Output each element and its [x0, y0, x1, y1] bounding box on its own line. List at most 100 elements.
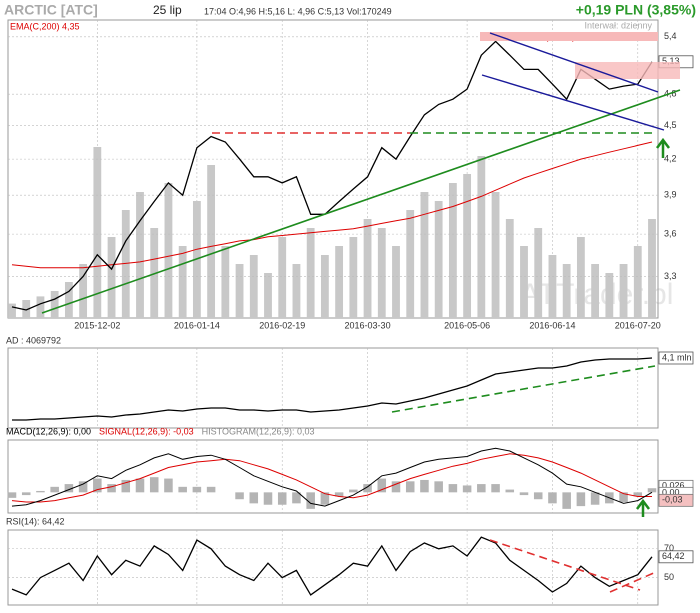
volume-bar — [534, 228, 543, 318]
histogram-bar — [633, 492, 643, 497]
histogram-bar — [448, 484, 458, 493]
volume-bar — [292, 264, 301, 318]
histogram-bar — [647, 488, 657, 493]
histogram-bar — [64, 484, 74, 493]
panel-frame — [7, 529, 659, 606]
histogram-bar — [7, 492, 17, 498]
y-tick-label: 4,2 — [664, 153, 677, 163]
volume-bar — [520, 246, 528, 318]
x-tick-label: 2016-02-19 — [259, 320, 305, 330]
volume-bar — [235, 264, 244, 318]
histogram-bar — [590, 492, 600, 505]
histogram-bar — [377, 478, 387, 493]
panel-title: AD : 4069792 — [6, 335, 61, 345]
value-label: 5,13 — [662, 56, 680, 66]
histogram-bar — [576, 492, 586, 507]
panel-frame — [7, 439, 659, 514]
histogram-bar — [462, 485, 472, 493]
volume-bar — [633, 246, 642, 318]
histogram-bar — [192, 486, 202, 493]
volume-bar — [164, 183, 173, 318]
volume-bar — [306, 228, 315, 318]
histogram-bar — [178, 486, 187, 493]
histogram-bar — [349, 489, 358, 493]
histogram-bar — [562, 492, 571, 509]
volume-bar — [576, 237, 585, 318]
histogram-bar — [533, 492, 543, 500]
histogram-bar — [434, 481, 443, 493]
x-tick-label: 2016-01-14 — [174, 320, 220, 330]
histogram-bar — [277, 492, 287, 505]
volume-bar — [477, 156, 486, 318]
x-tick-label: 2016-03-30 — [345, 320, 391, 330]
histogram-bar — [405, 481, 415, 493]
histogram-bar — [249, 492, 259, 504]
channel-line — [489, 32, 659, 93]
histogram-bar — [135, 478, 145, 493]
quote: 17:04 O:4,96 H:5,16 L: 4,96 C:5,13 Vol:1… — [204, 6, 392, 16]
volume-bar — [434, 201, 443, 318]
arrow — [636, 498, 650, 517]
volume-bar — [264, 273, 272, 318]
volume-bar — [278, 237, 287, 318]
macd-line — [11, 447, 653, 507]
y-tick-label: 50 — [664, 572, 674, 582]
histogram-bar — [121, 479, 131, 493]
value-box — [658, 493, 694, 507]
volume-bar — [335, 246, 344, 318]
legend-label: HISTOGRAM(12,26,9): 0,03 — [202, 426, 315, 436]
volume-bar — [619, 264, 628, 318]
histogram-bar — [519, 492, 529, 496]
volume-bar — [8, 303, 16, 318]
histogram-bar — [164, 478, 173, 493]
histogram-bar — [107, 484, 116, 493]
volume-bar — [136, 192, 144, 318]
volume-bar — [349, 237, 358, 318]
value-label: -0,03 — [662, 495, 683, 505]
histogram-bar — [363, 484, 372, 493]
histogram-bar — [505, 489, 515, 493]
date: 25 lip — [153, 3, 182, 17]
volume-bar — [562, 264, 571, 318]
volume-bar — [505, 219, 514, 318]
volume-bar — [591, 264, 600, 318]
volume-bar — [420, 192, 429, 318]
volume-bar — [605, 273, 614, 318]
panel-frame — [7, 19, 659, 319]
resistance-zone — [480, 32, 658, 41]
ema-label: EMA(C,200) 4,35 — [10, 21, 80, 31]
volume-bar — [377, 228, 386, 318]
volume-bar — [406, 210, 415, 318]
x-tick-label: 2015-12-02 — [74, 320, 120, 330]
volume-bar — [22, 300, 31, 318]
histogram-bar — [149, 477, 159, 493]
value-box — [658, 351, 694, 365]
panel-title: RSI(14): 64,42 — [6, 516, 65, 526]
histogram-bar — [548, 492, 557, 504]
interval: Interwał: dzienny — [584, 20, 652, 30]
panel-frame — [7, 347, 659, 429]
volume-bar — [320, 255, 329, 318]
legend-label: SIGNAL(12,26,9): -0,03 — [99, 426, 194, 436]
volume-bar — [50, 291, 59, 318]
ema-line — [11, 141, 653, 269]
price-line — [11, 536, 653, 596]
value-label: 4,1 mln — [662, 352, 692, 362]
value-box — [658, 550, 694, 564]
volume-bar — [178, 246, 187, 318]
volume-bar — [121, 210, 130, 318]
histogram-bar — [78, 481, 88, 493]
legend-label: MACD(12,26,9): 0,00 — [6, 426, 91, 436]
x-tick-label: 2016-07-20 — [615, 320, 661, 330]
channel-line — [481, 74, 665, 131]
volume-bar — [392, 246, 400, 318]
volume-bar — [93, 147, 102, 318]
volume-bar — [207, 165, 216, 318]
histogram-bar — [292, 492, 301, 504]
volume-bar — [548, 255, 557, 318]
y-tick-label: 70 — [664, 543, 674, 553]
y-tick-label: 5,4 — [664, 31, 677, 41]
y-tick-label: 3,6 — [664, 228, 677, 238]
trend-line — [391, 365, 656, 413]
